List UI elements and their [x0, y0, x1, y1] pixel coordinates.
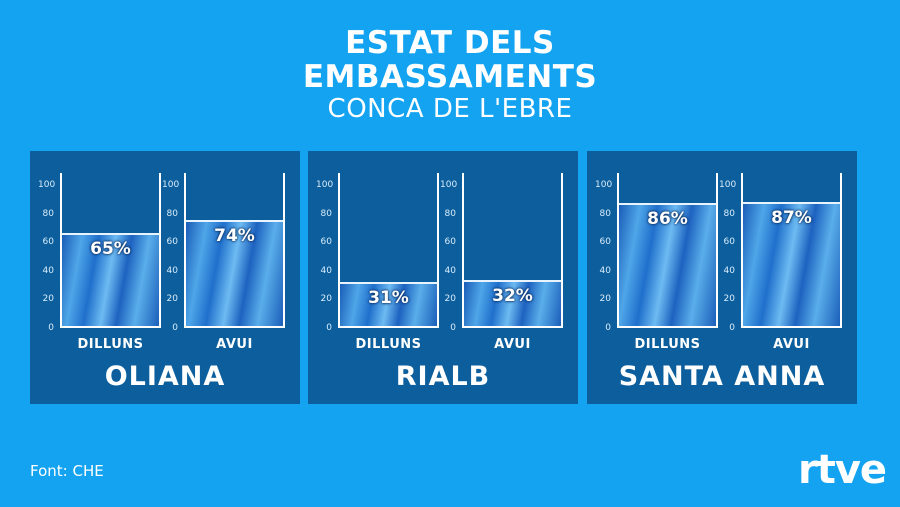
day-label: AVUI [494, 337, 531, 352]
gauge-tube: 86% [617, 173, 718, 328]
y-tick-label: 40 [166, 265, 178, 276]
day-label: DILLUNS [355, 337, 422, 352]
y-tick-label: 100 [38, 180, 56, 190]
water-level-bar [464, 280, 561, 326]
y-tick-label: 0 [326, 323, 332, 333]
rtve-logo: rtve [798, 447, 887, 493]
reservoir-panel: 0 20 40 60 80 100 31% DILLUNS 0 20 40 60 80 100 32% AVU… [308, 151, 578, 404]
reservoir-gauge: 0 20 40 60 80 100 65% DILLUNS [38, 173, 166, 352]
gauge-tube: 32% [462, 173, 563, 328]
reservoir-panel: 0 20 40 60 80 100 86% DILLUNS 0 20 40 60 80 100 87% AVU… [587, 151, 857, 404]
reservoir-gauge: 0 20 40 60 80 100 32% AVUI [440, 173, 568, 352]
water-level-bar [743, 201, 840, 326]
y-tick-label: 0 [605, 323, 611, 333]
reservoir-panel: 0 20 40 60 80 100 65% DILLUNS 0 20 40 60 80 100 74% AVU… [30, 151, 300, 404]
gauge-tube: 87% [741, 173, 842, 328]
day-label: DILLUNS [634, 337, 701, 352]
y-tick-label: 0 [450, 323, 456, 333]
y-tick-label: 40 [42, 265, 54, 276]
day-label: AVUI [773, 337, 810, 352]
y-tick-label: 20 [166, 294, 178, 305]
y-tick-label: 100 [440, 180, 458, 190]
gauge-tube: 65% [60, 173, 161, 328]
y-tick-label: 60 [599, 237, 611, 248]
y-tick-label: 20 [723, 294, 735, 305]
y-tick-label: 80 [599, 208, 611, 219]
y-tick-label: 100 [719, 180, 737, 190]
y-tick-label: 80 [444, 208, 456, 219]
y-tick-label: 60 [444, 237, 456, 248]
reservoir-gauge: 0 20 40 60 80 100 86% DILLUNS [595, 173, 723, 352]
title-line-2: EMBASSAMENTS [302, 59, 598, 95]
percentage-label: 31% [368, 287, 409, 308]
y-tick-label: 20 [444, 294, 456, 305]
water-level-bar [619, 203, 716, 326]
percentage-label: 86% [647, 209, 688, 230]
reservoir-gauge: 0 20 40 60 80 100 87% AVUI [719, 173, 847, 352]
y-tick-label: 80 [723, 208, 735, 219]
y-tick-label: 100 [316, 180, 334, 190]
y-tick-label: 60 [166, 237, 178, 248]
day-label: DILLUNS [77, 337, 144, 352]
reservoir-gauge: 0 20 40 60 80 100 74% AVUI [162, 173, 290, 352]
title-line-1: ESTAT DELS [345, 25, 555, 61]
reservoir-name: OLIANA [104, 361, 226, 392]
y-tick-label: 60 [42, 237, 54, 248]
day-label: AVUI [216, 337, 253, 352]
y-tick-label: 20 [599, 294, 611, 305]
y-tick-label: 40 [599, 265, 611, 276]
percentage-label: 87% [771, 207, 812, 228]
y-tick-label: 80 [166, 208, 178, 219]
water-level-bar [186, 220, 283, 326]
percentage-label: 32% [492, 286, 533, 307]
y-tick-label: 100 [595, 180, 613, 190]
subtitle: CONCA DE L'EBRE [327, 94, 573, 124]
water-level-bar [340, 281, 437, 326]
y-tick-label: 0 [172, 323, 178, 333]
y-tick-label: 60 [320, 237, 332, 248]
gauge-tube: 74% [184, 173, 285, 328]
reservoir-name: SANTA ANNA [618, 361, 826, 392]
y-tick-label: 20 [42, 294, 54, 305]
gauge-tube: 31% [338, 173, 439, 328]
reservoir-name: RIALB [395, 361, 491, 392]
y-tick-label: 40 [723, 265, 735, 276]
y-tick-label: 100 [162, 180, 180, 190]
y-tick-label: 40 [444, 265, 456, 276]
percentage-label: 74% [214, 226, 255, 247]
y-tick-label: 80 [42, 208, 54, 219]
y-tick-label: 0 [729, 323, 735, 333]
source-note: Font: CHE [30, 462, 104, 480]
title-block: ESTAT DELS EMBASSAMENTS CONCA DE L'EBRE [0, 26, 900, 124]
reservoir-gauge: 0 20 40 60 80 100 31% DILLUNS [316, 173, 444, 352]
percentage-label: 65% [90, 239, 131, 260]
y-tick-label: 60 [723, 237, 735, 248]
y-tick-label: 20 [320, 294, 332, 305]
y-tick-label: 80 [320, 208, 332, 219]
y-tick-label: 0 [48, 323, 54, 333]
y-tick-label: 40 [320, 265, 332, 276]
water-level-bar [62, 233, 159, 326]
